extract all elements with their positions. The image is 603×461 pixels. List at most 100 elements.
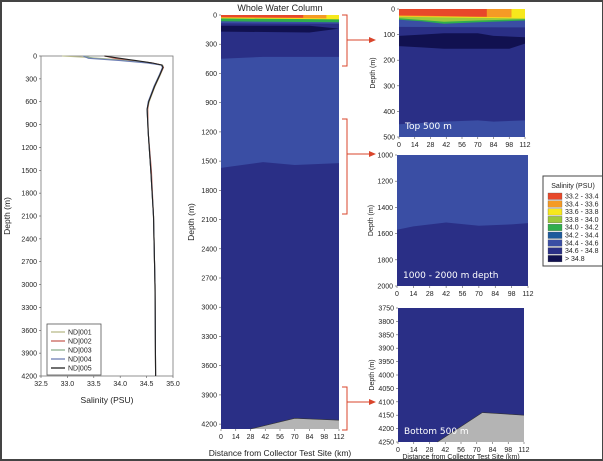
y-tick-label: 1800: [377, 257, 393, 264]
panel-label: Top 500 m: [404, 122, 452, 132]
legend-title: Salinity (PSU): [551, 183, 595, 190]
y-tick-label: 900: [205, 100, 217, 107]
legend-swatch: [547, 247, 563, 255]
panel-label: 1000 - 2000 m depth: [403, 271, 498, 281]
x-tick-label: 28: [247, 434, 255, 441]
y-tick-label: 2700: [21, 259, 37, 266]
y-axis-label: Depth (m): [2, 197, 12, 235]
x-tick-label: 28: [426, 447, 434, 454]
y-tick-label: 1500: [201, 159, 217, 166]
x-tick-label: 98: [504, 447, 512, 454]
y-tick-label: 1600: [377, 231, 393, 238]
legend-label: ND|003: [68, 348, 92, 355]
x-tick-label: 35.0: [166, 381, 180, 388]
y-tick-label: 300: [383, 83, 395, 90]
legend-label: > 34.8: [565, 256, 585, 263]
x-axis-label: Distance from Collector Test Site (km): [209, 448, 352, 458]
seafloor-outline: [437, 412, 525, 443]
legend-label: 34.4 - 34.6: [565, 240, 599, 247]
y-tick-label: 1800: [21, 191, 37, 198]
y-tick-label: 4150: [378, 413, 394, 420]
x-tick-label: 84: [489, 447, 497, 454]
x-tick-label: 84: [490, 142, 498, 149]
legend-label: 34.2 - 34.4: [565, 233, 599, 240]
legend-label: ND|004: [68, 357, 92, 364]
salinity-region: [397, 155, 528, 230]
y-tick-label: 2700: [201, 276, 217, 283]
x-tick-label: 70: [291, 434, 299, 441]
y-tick-label: 4000: [378, 373, 394, 380]
y-axis-label: Depth (m): [369, 359, 376, 390]
panel-profile: ND|001 ND|002 ND|003 ND|004 ND|005 0 300 600 900…: [2, 54, 180, 406]
x-tick-label: 42: [261, 434, 269, 441]
salinity-region: [399, 120, 525, 137]
x-tick-label: 112: [519, 142, 530, 149]
x-tick-label: 14: [409, 291, 417, 298]
legend-label: 33.8 - 34.0: [565, 217, 599, 224]
x-tick-label: 28: [427, 142, 435, 149]
x-tick-label: 28: [426, 291, 434, 298]
x-tick-label: 84: [306, 434, 314, 441]
x-tick-label: 14: [411, 142, 419, 149]
x-tick-label: 42: [441, 447, 449, 454]
legend-swatch: [547, 216, 563, 224]
bracket: [342, 386, 348, 431]
x-tick-label: 70: [474, 142, 482, 149]
y-tick-label: 3000: [201, 305, 217, 312]
y-tick-label: 3600: [21, 328, 37, 335]
salinity-region: [399, 9, 487, 17]
x-tick-label: 14: [232, 434, 240, 441]
y-axis-label: Depth (m): [368, 205, 375, 236]
legend-swatch: [547, 224, 563, 231]
y-tick-label: 600: [205, 71, 217, 78]
panel-whole: 0 300 600 900 1200 1500 1800 2100 2400 2700 3000 33…: [186, 3, 351, 458]
y-tick-label: 900: [25, 122, 37, 129]
x-tick-label: 0: [219, 434, 223, 441]
y-tick-label: 4200: [378, 426, 394, 433]
y-tick-label: 3900: [201, 392, 217, 399]
legend-swatch: [547, 192, 563, 200]
legend-label: ND|005: [68, 366, 92, 373]
salinity-region: [221, 25, 339, 33]
zoom-bracket-3: [342, 386, 376, 431]
x-tick-label: 56: [459, 291, 467, 298]
y-tick-label: 1400: [377, 205, 393, 212]
legend-label: 34.6 - 34.8: [565, 248, 599, 255]
salinity-region: [221, 56, 339, 168]
panel-label: Bottom 500 m: [404, 427, 469, 437]
arrow-head-icon: [369, 399, 376, 405]
y-tick-label: 4050: [378, 386, 394, 393]
y-tick-label: 4200: [21, 374, 37, 381]
y-tick-label: 1200: [377, 179, 393, 186]
y-tick-label: 2000: [377, 284, 393, 291]
legend-label: 33.4 - 33.6: [565, 201, 599, 208]
legend-swatch: [547, 208, 563, 216]
y-tick-label: 0: [391, 7, 395, 14]
x-tick-label: 84: [491, 291, 499, 298]
x-tick-label: 98: [505, 142, 513, 149]
legend-swatch: [547, 200, 563, 208]
legend-label: ND|002: [68, 339, 92, 346]
x-tick-label: 112: [518, 447, 529, 454]
y-tick-label: 3850: [378, 332, 394, 339]
arrow-head-icon: [369, 37, 376, 43]
y-tick-label: 300: [25, 76, 37, 83]
y-tick-label: 1000: [377, 153, 393, 160]
x-tick-label: 32.5: [34, 381, 48, 388]
bracket: [342, 118, 348, 215]
legend-label: 34.0 - 34.2: [565, 225, 599, 232]
x-tick-label: 0: [397, 142, 401, 149]
legend-label: 33.6 - 33.8: [565, 209, 599, 216]
arrow-head-icon: [369, 151, 376, 157]
zoom-bracket-2: [342, 118, 376, 215]
x-tick-label: 42: [442, 291, 450, 298]
y-tick-label: 3300: [201, 334, 217, 341]
salinity-region-background: [399, 9, 525, 137]
x-tick-label: 56: [276, 434, 284, 441]
y-tick-label: 0: [213, 13, 217, 20]
bracket: [342, 14, 348, 67]
legend-label: 33.2 - 33.4: [565, 194, 599, 201]
y-axis-label: Depth (m): [370, 57, 377, 88]
x-tick-label: 34.5: [140, 381, 154, 388]
